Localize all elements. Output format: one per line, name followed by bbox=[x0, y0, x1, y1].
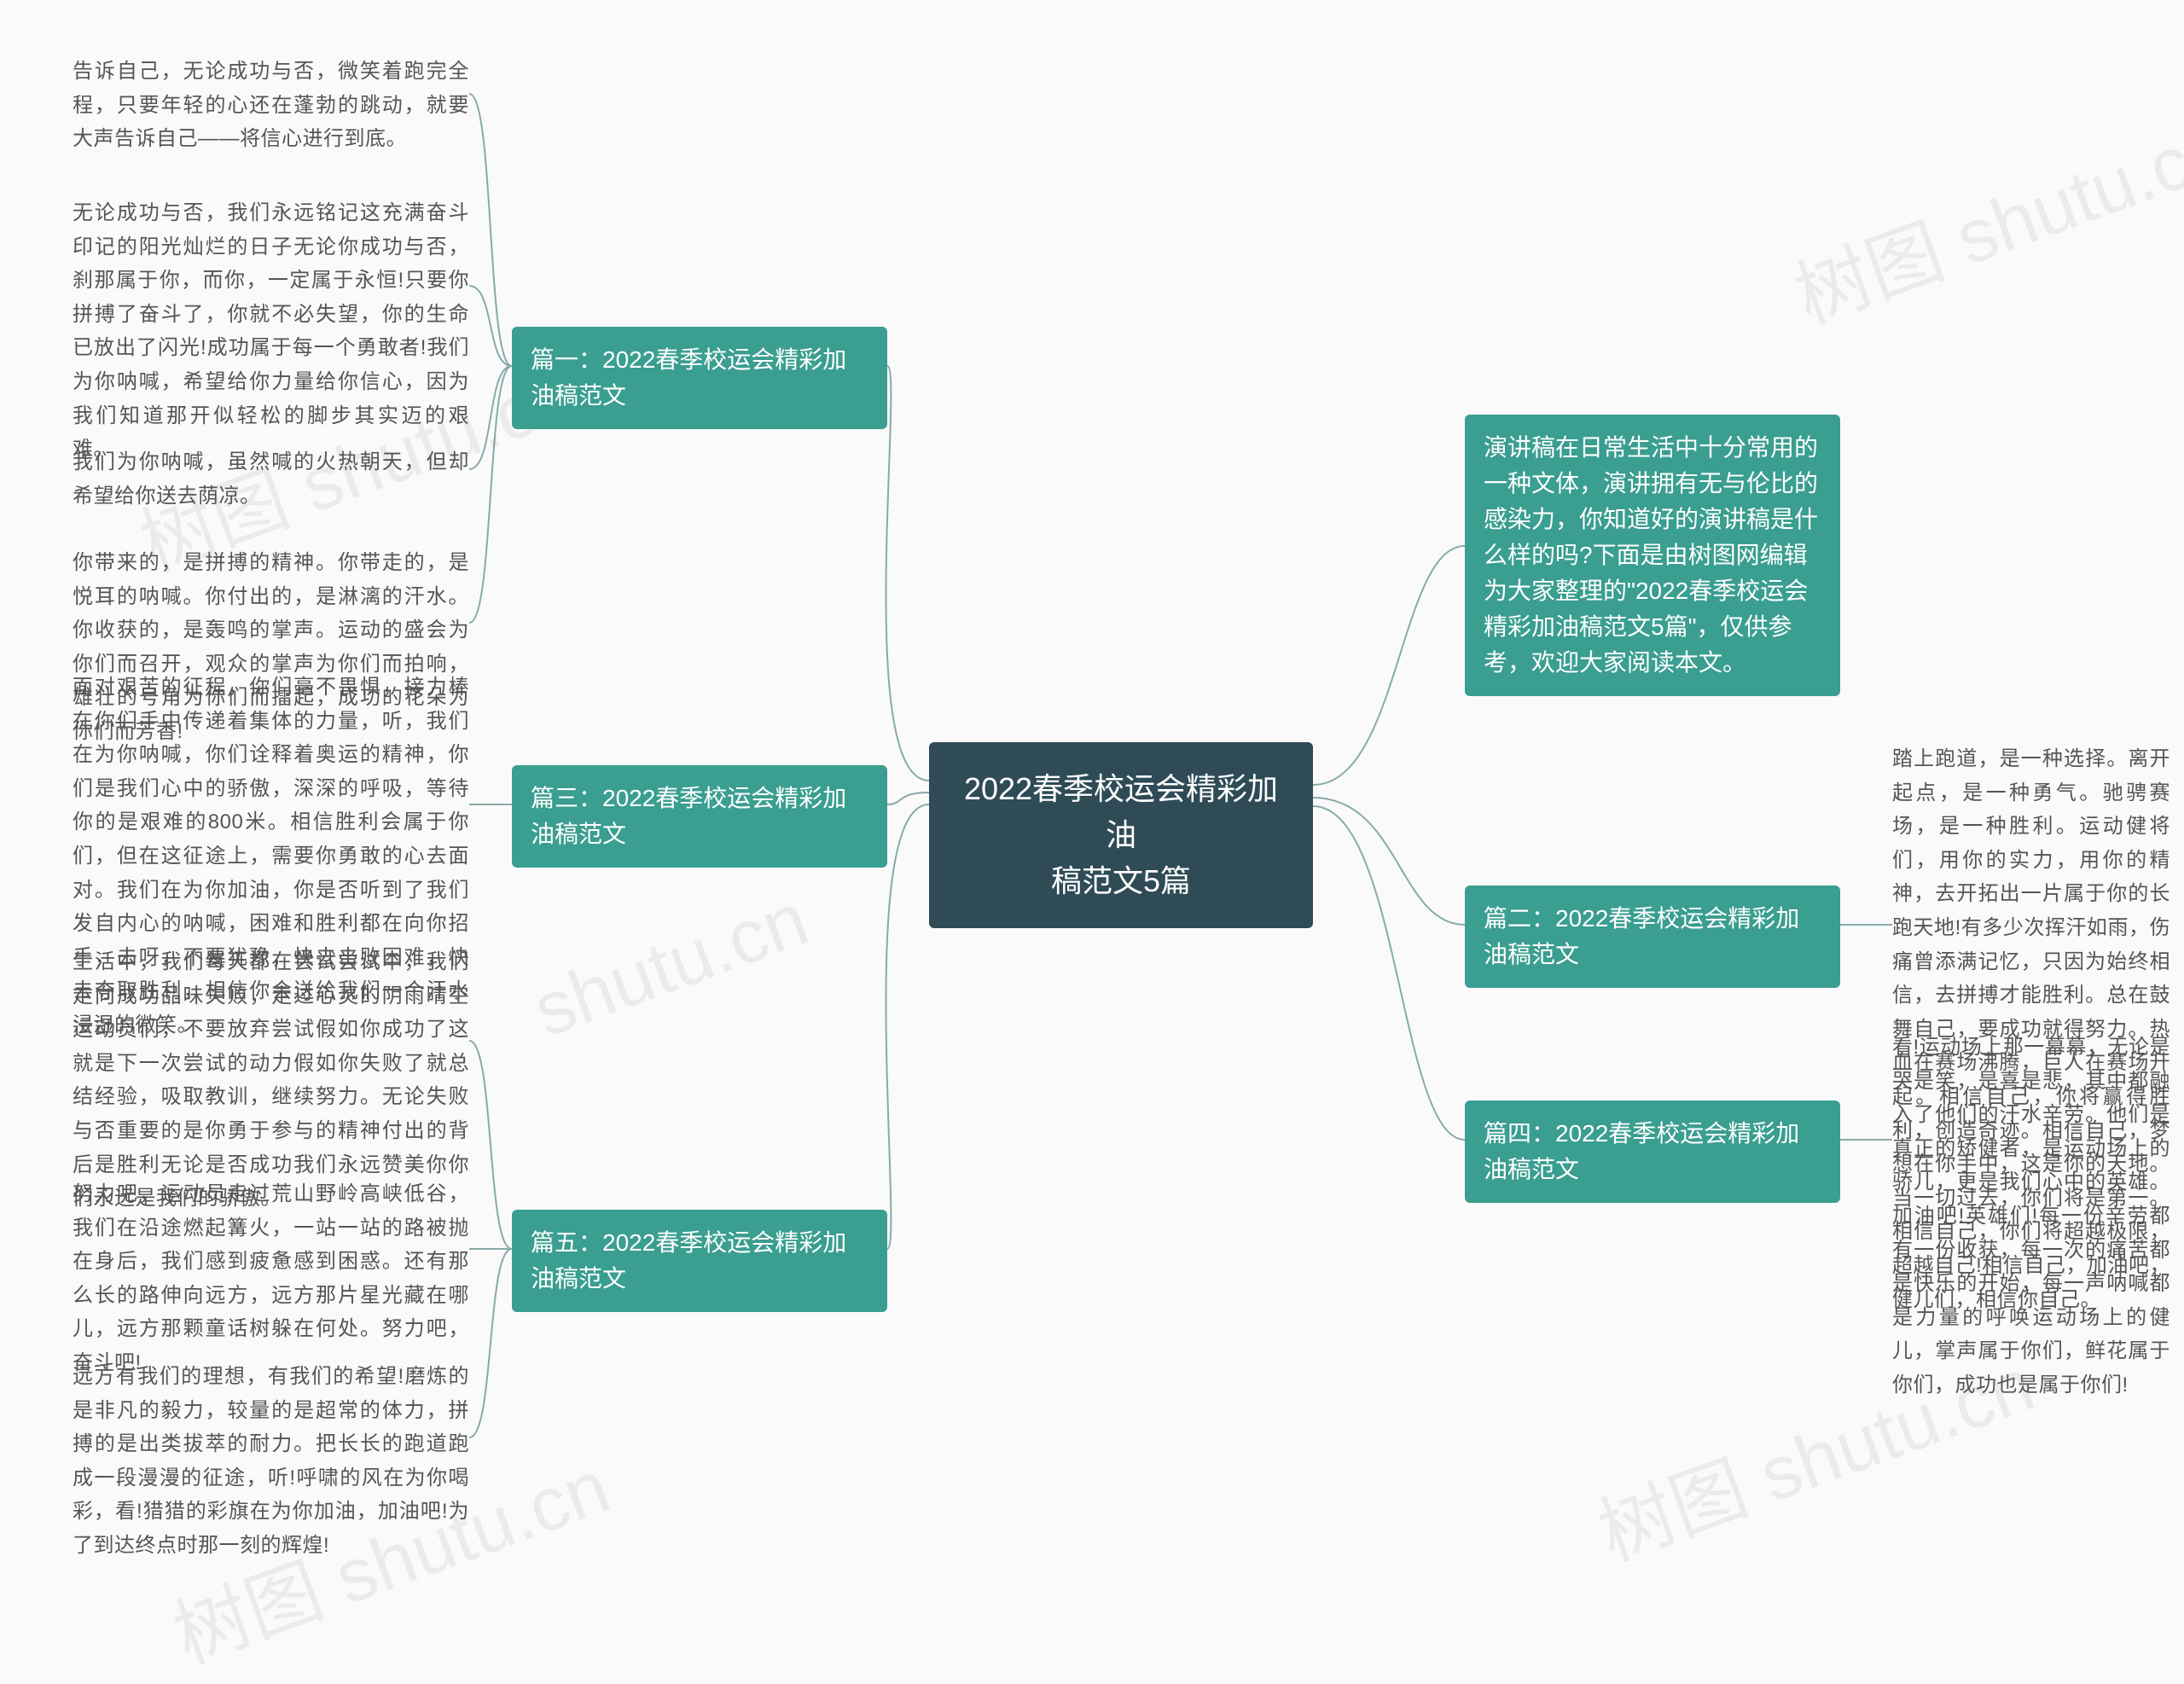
branch-b5-title: 篇五：2022春季校运会精彩加油稿范文 bbox=[531, 1229, 846, 1292]
branch-b2-title: 篇二：2022春季校运会精彩加油稿范文 bbox=[1484, 905, 1799, 967]
leaf-b1-1: 无论成功与否，我们永远铭记这充满奋斗印记的阳光灿烂的日子无论你成功与否，刹那属于… bbox=[73, 196, 469, 467]
watermark-text: shutu.cn bbox=[523, 875, 819, 1054]
leaf-b1-0: 告诉自己，无论成功与否，微笑着跑完全程，只要年轻的心还在蓬勃的跳动，就要大声告诉… bbox=[73, 55, 469, 156]
watermark-text: 树图 shutu.cn bbox=[1778, 88, 2184, 346]
leaf-b4-0: 看!运动场上那一幕幕，无论是哭是笑，是喜是悲，其中都融入了他们的汗水辛劳。他们是… bbox=[1892, 1031, 2170, 1402]
branch-b5[interactable]: 篇五：2022春季校运会精彩加油稿范文 bbox=[512, 1210, 887, 1312]
branch-b3[interactable]: 篇三：2022春季校运会精彩加油稿范文 bbox=[512, 765, 887, 868]
branch-b4-title: 篇四：2022春季校运会精彩加油稿范文 bbox=[1484, 1120, 1799, 1182]
leaf-b5-1: 努力吧，运动员走过荒山野岭高峡低谷，我们在沿途燃起篝火，一站一站的路被抛在身后，… bbox=[73, 1177, 469, 1380]
branch-b4[interactable]: 篇四：2022春季校运会精彩加油稿范文 bbox=[1465, 1100, 1840, 1203]
branch-b3-title: 篇三：2022春季校运会精彩加油稿范文 bbox=[531, 785, 846, 847]
leaf-b1-2: 我们为你呐喊，虽然喊的火热朝天，但却希望给你送去荫凉。 bbox=[73, 445, 469, 513]
intro-node[interactable]: 演讲稿在日常生活中十分常用的一种文体，演讲拥有无与伦比的感染力，你知道好的演讲稿… bbox=[1465, 415, 1840, 696]
leaf-b5-2: 远方有我们的理想，有我们的希望!磨炼的是非凡的毅力，较量的是超常的体力，拼搏的是… bbox=[73, 1360, 469, 1563]
root-node[interactable]: 2022春季校运会精彩加油 稿范文5篇 bbox=[929, 742, 1313, 928]
branch-b1[interactable]: 篇一：2022春季校运会精彩加油稿范文 bbox=[512, 327, 887, 429]
leaf-b5-0: 生活中，我们每天都在尝试尝试中，我们走向成功品味失败，走过心灵的阴雨晴空运动员们… bbox=[73, 945, 469, 1216]
root-label-line2: 稿范文5篇 bbox=[1051, 863, 1191, 898]
mindmap-canvas: 树图 shutu.cn 树图 shutu.cn shutu.cn 树图 shut… bbox=[0, 0, 2184, 1597]
branch-b2[interactable]: 篇二：2022春季校运会精彩加油稿范文 bbox=[1465, 886, 1840, 988]
branch-b1-title: 篇一：2022春季校运会精彩加油稿范文 bbox=[531, 346, 846, 409]
root-label-line1: 2022春季校运会精彩加油 bbox=[964, 771, 1278, 852]
intro-text: 演讲稿在日常生活中十分常用的一种文体，演讲拥有无与伦比的感染力，你知道好的演讲稿… bbox=[1484, 434, 1818, 676]
